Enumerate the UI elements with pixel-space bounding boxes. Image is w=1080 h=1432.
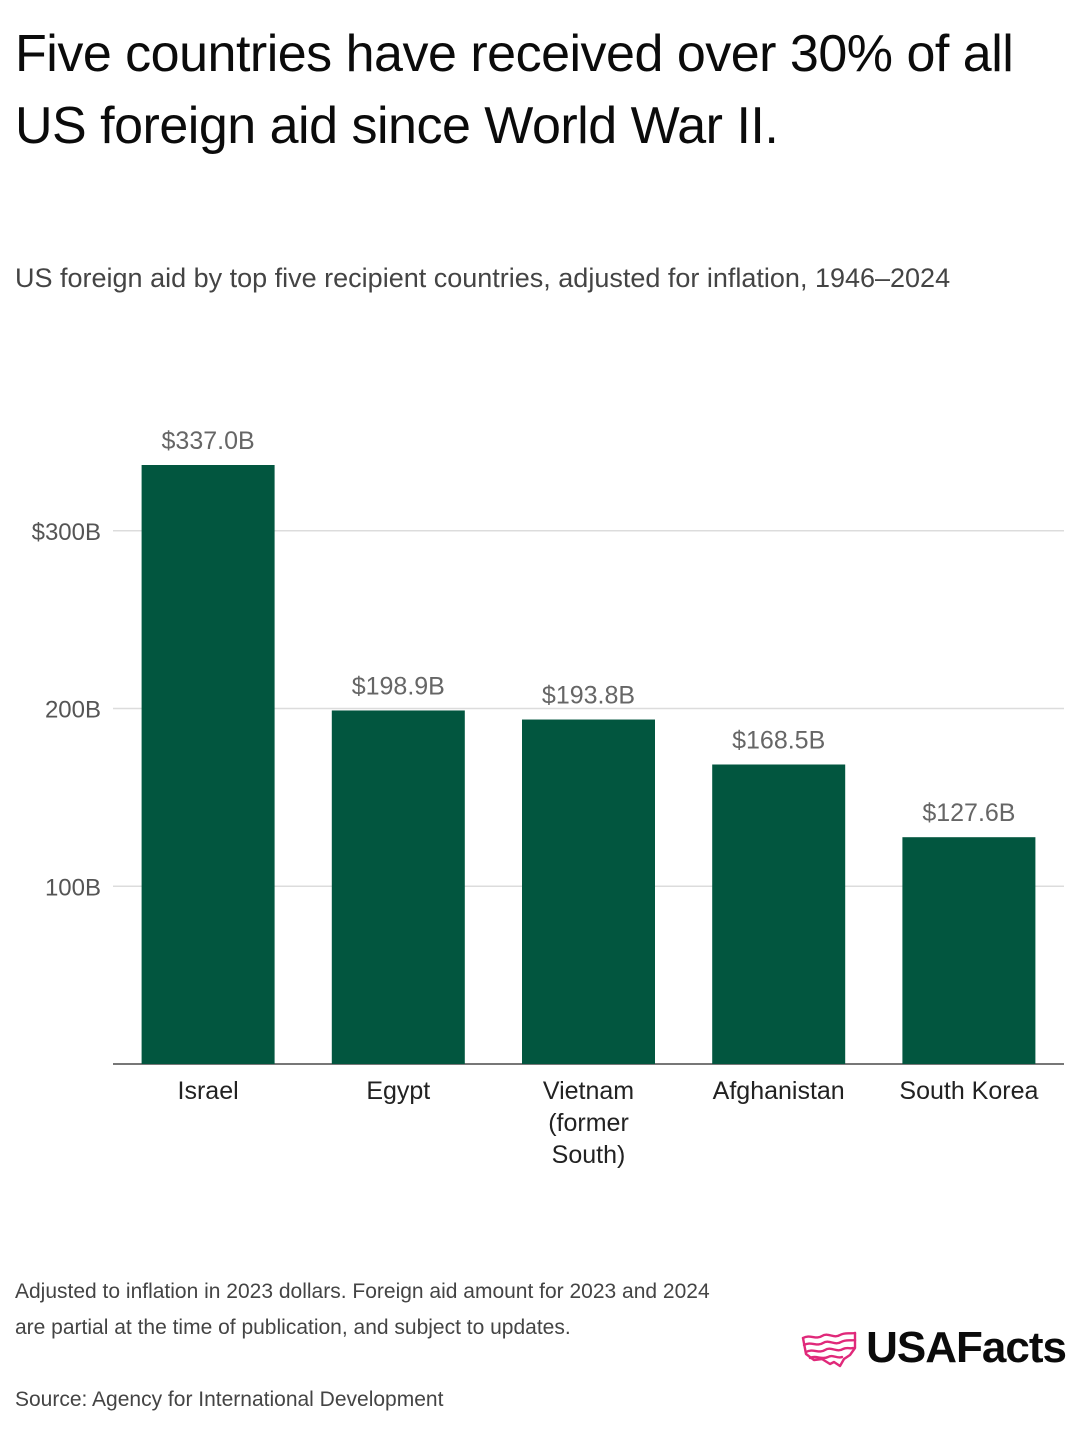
bar-value-label: $198.9B [352, 672, 445, 700]
x-axis-ticks: Israel Egypt Vietnam (former South) Afghanist… [178, 1077, 1039, 1169]
x-tick-label: Afghanistan [713, 1077, 845, 1105]
bar [902, 837, 1036, 1064]
x-tick-label: (former [548, 1109, 629, 1137]
bar-value-label: $127.6B [922, 799, 1015, 827]
x-tick-label: Israel [178, 1077, 239, 1105]
x-tick-label: Egypt [366, 1077, 430, 1105]
x-tick-label: Vietnam [543, 1077, 634, 1105]
value-labels: $337.0B $198.9B $193.8B $168.5B $127.6B [162, 427, 1016, 827]
bar [712, 764, 846, 1064]
y-axis-ticks: 100B 200B $300B [32, 519, 101, 901]
y-tick-label: 100B [45, 874, 101, 901]
bar-value-label: $193.8B [542, 682, 635, 710]
us-map-stripes-icon [801, 1331, 857, 1368]
usafacts-logo: USAFacts [800, 1318, 1067, 1378]
chart-title: Five countries have received over 30% of… [15, 25, 1014, 155]
bar-value-label: $168.5B [732, 727, 825, 755]
bars [141, 465, 1036, 1064]
bar [331, 710, 465, 1064]
x-tick-label: South Korea [899, 1077, 1038, 1105]
bar-value-label: $337.0B [162, 427, 255, 455]
logo-wordmark: USAFacts [866, 1323, 1067, 1372]
bar-chart: $337.0B $198.9B $193.8B $168.5B $127.6B 100B… [32, 427, 1064, 1169]
x-tick-label: South) [552, 1141, 626, 1169]
bar [141, 465, 275, 1064]
chart-subtitle: US foreign aid by top five recipient cou… [15, 263, 951, 293]
source-note: Source: Agency for International Develop… [15, 1388, 444, 1411]
y-tick-label: 200B [45, 697, 101, 724]
y-tick-label: $300B [32, 519, 101, 546]
footnote: Adjusted to inflation in 2023 dollars. F… [15, 1280, 710, 1339]
bar [522, 719, 655, 1064]
